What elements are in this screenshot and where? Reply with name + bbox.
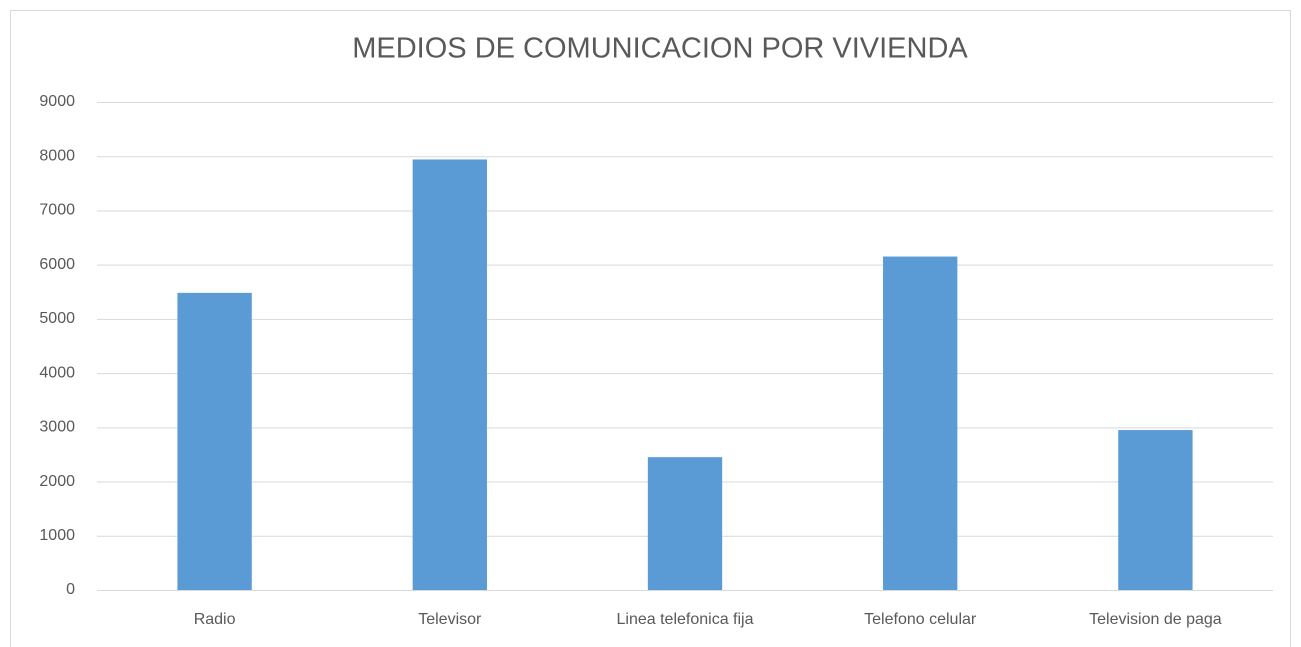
y-tick-label: 8000 — [39, 147, 75, 164]
y-tick-label: 9000 — [39, 93, 75, 110]
y-tick-label: 1000 — [39, 527, 75, 544]
bar — [177, 292, 252, 590]
bar — [412, 159, 487, 590]
x-tick-label: Radio — [194, 611, 236, 628]
chart-title: MEDIOS DE COMUNICACION POR VIVIENDA — [352, 33, 968, 65]
bar — [883, 256, 958, 590]
y-tick-label: 2000 — [39, 473, 75, 490]
y-tick-label: 5000 — [39, 310, 75, 327]
bar — [647, 457, 723, 590]
y-tick-label: 6000 — [39, 256, 75, 273]
y-tick-label: 3000 — [39, 419, 75, 436]
x-tick-label: Television de paga — [1089, 611, 1222, 628]
x-tick-label: Linea telefonica fija — [617, 611, 754, 628]
x-tick-label: Televisor — [418, 611, 482, 628]
x-tick-label: Telefono celular — [864, 611, 977, 628]
y-tick-label: 7000 — [39, 202, 75, 219]
y-tick-label: 4000 — [39, 364, 75, 381]
y-tick-label: 0 — [66, 581, 75, 598]
bar — [1118, 430, 1193, 590]
